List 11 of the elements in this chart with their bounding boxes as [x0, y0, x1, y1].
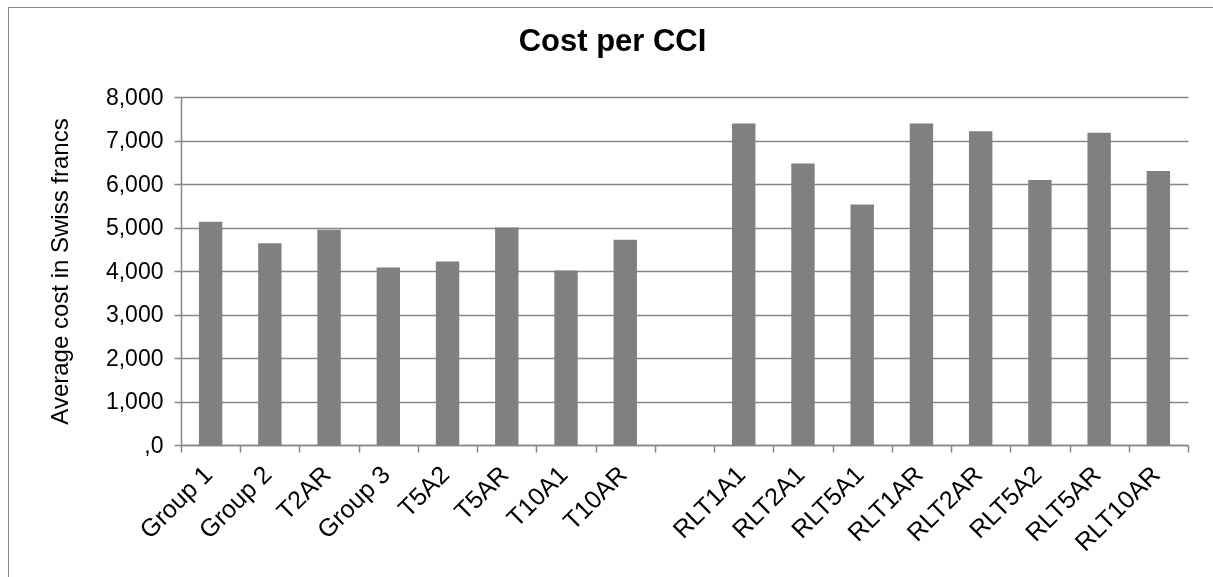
y-tick-label: 1,000 — [105, 388, 164, 414]
y-tick-label: ,0 — [144, 431, 164, 458]
y-tick-label: 8,000 — [105, 83, 164, 110]
y-tick-label: 5,000 — [105, 214, 164, 240]
y-tick-label: 7,000 — [105, 127, 164, 153]
y-tick-label: 4,000 — [105, 257, 164, 284]
y-axis-title: Average cost in Swiss francs — [45, 118, 73, 425]
y-tick-label: 3,000 — [105, 301, 164, 327]
y-tick-label: 6,000 — [105, 170, 164, 197]
chart-title: Cost per CCI — [518, 23, 707, 58]
y-tick-label: 2,000 — [105, 344, 164, 371]
